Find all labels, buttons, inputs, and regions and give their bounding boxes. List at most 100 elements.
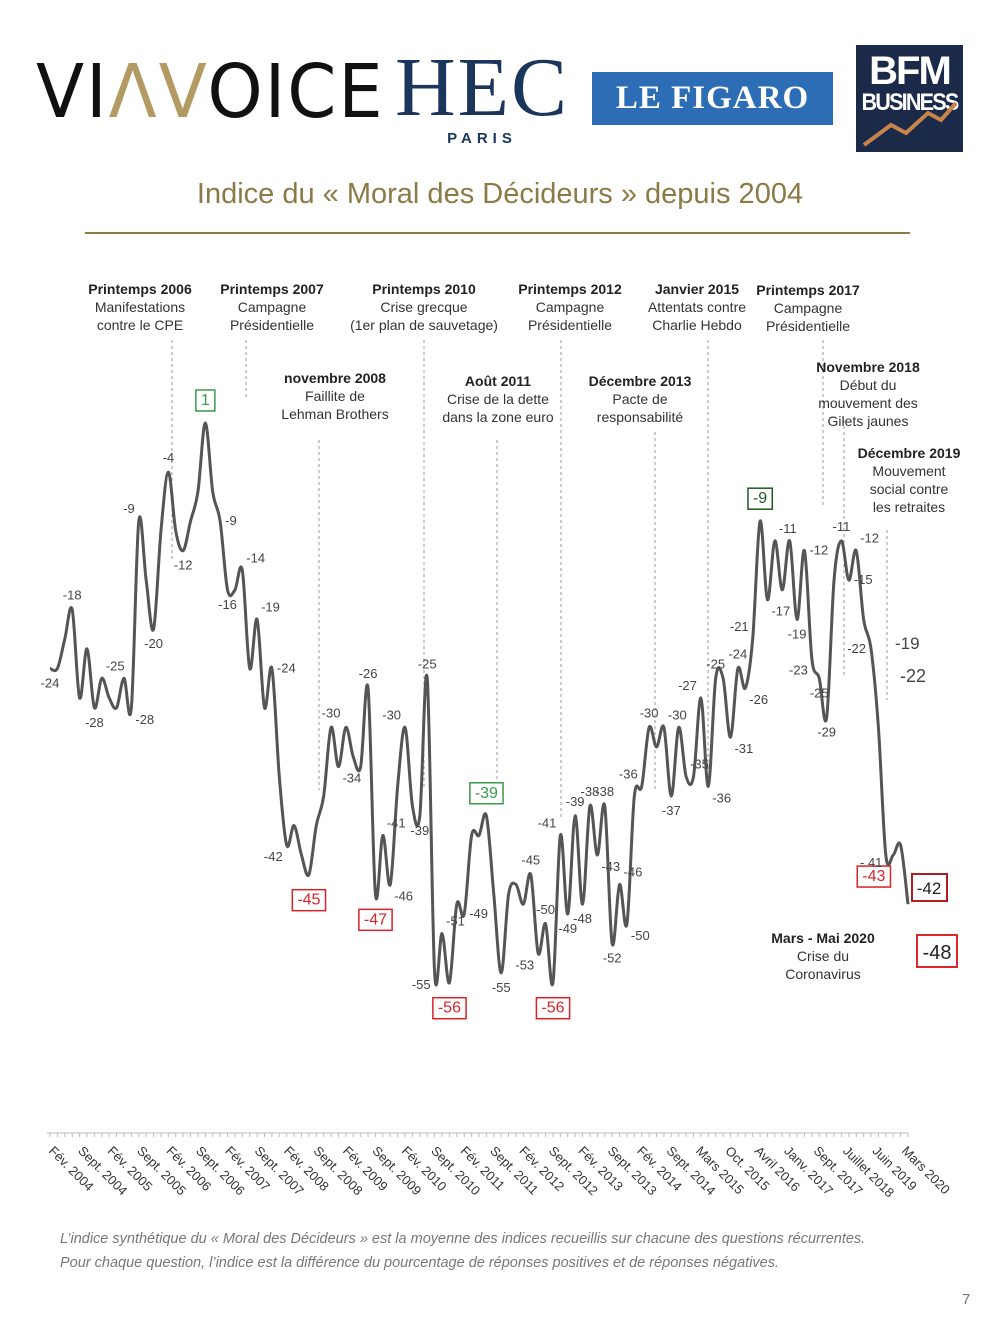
value-label: -34 [342, 771, 361, 786]
value-label: -24 [41, 675, 60, 690]
value-label: -23 [789, 663, 808, 678]
value-label: -35 [690, 757, 709, 772]
value-label: -24 [277, 660, 296, 675]
value-label: -25 [810, 685, 829, 700]
value-label: -26 [749, 692, 768, 707]
value-box [747, 487, 774, 510]
event-text: Campagne [535, 299, 605, 315]
value-label: -25 [106, 658, 125, 673]
value-label: -11 [833, 519, 851, 534]
value-label: -38 [581, 784, 600, 799]
footnote-line: Pour chaque question, l’indice est la di… [60, 1255, 780, 1271]
value-label: -26 [359, 666, 378, 681]
footnote-line: L’indice synthétique du « Moral des Déci… [60, 1231, 866, 1247]
event-title: Printemps 2012 [518, 281, 622, 297]
value-label: -27 [678, 678, 697, 693]
value-label: -24 [728, 646, 747, 661]
value-label: -36 [712, 790, 731, 805]
value-label: -46 [394, 889, 413, 904]
value-label: -11 [779, 521, 797, 536]
value-label-boxed: -56 [438, 1000, 461, 1017]
value-label-boxed: -45 [297, 892, 320, 909]
viavoice-logo-text-end: OICE [207, 49, 385, 135]
event-text: Crise du [796, 948, 850, 964]
event-text: Campagne [237, 299, 307, 315]
event-annotation: novembre 2008 Faillite de Lehman Brothers [281, 369, 388, 423]
value-label: -48 [573, 911, 592, 926]
value-label-boxed: -39 [475, 785, 498, 802]
value-label: -43 [601, 859, 620, 874]
event-title: Printemps 2007 [220, 281, 324, 297]
value-label: -28 [135, 712, 154, 727]
value-label: -50 [536, 902, 555, 917]
value-label: -29 [817, 725, 836, 740]
event-annotation: Novembre 2018 Début du mouvement des Gilets… [816, 358, 920, 430]
value-label: -22 [900, 666, 926, 686]
event-text: (1er plan de sauvetage) [350, 317, 498, 333]
footnote: L’indice synthétique du « Moral des Déci… [60, 1227, 865, 1275]
value-label: -30 [640, 705, 659, 720]
value-label: -22 [847, 641, 866, 656]
event-title: Printemps 2010 [372, 281, 476, 297]
value-label: -30 [668, 707, 687, 722]
event-annotation: Printemps 2012 Campagne Présidentielle [518, 280, 622, 334]
chart-title: Indice du « Moral des Décideurs » depuis… [196, 178, 804, 210]
event-text: Charlie Hebdo [652, 317, 742, 333]
event-annotation: Décembre 2019 Mouvement social contre les r… [858, 444, 961, 516]
event-annotation: Décembre 2013 Pacte de responsabilité [589, 372, 692, 426]
value-label: -41 [538, 815, 557, 830]
event-text: Coronavirus [785, 966, 861, 982]
value-label: -36 [619, 766, 638, 781]
event-annotation: Printemps 2010 Crise grecque (1er plan de … [350, 280, 498, 334]
event-title: Mars - Mai 2020 [771, 930, 875, 946]
page-number: 7 [962, 1291, 971, 1308]
index-line [49, 421, 910, 987]
value-label: - 41 [860, 855, 882, 870]
value-box [432, 996, 467, 1020]
event-text: Début du [839, 377, 897, 393]
le-figaro-logo: LE FIGARO [592, 72, 833, 125]
value-label: -17 [771, 604, 790, 619]
event-title: Décembre 2019 [857, 445, 961, 461]
value-label: -50 [631, 928, 650, 943]
event-text: social contre [869, 481, 949, 497]
value-label: -12 [860, 531, 879, 546]
event-text: Présidentielle [765, 318, 851, 334]
event-title: Printemps 2017 [756, 282, 860, 298]
value-label: -31 [734, 741, 753, 756]
event-text: dans la zone euro [442, 409, 554, 425]
value-box [911, 873, 948, 902]
value-label: -12 [174, 558, 193, 573]
bfm-logo-line1: BFM [869, 49, 952, 93]
title-divider [85, 232, 910, 234]
value-label: -42 [917, 879, 942, 898]
value-label-boxed: -9 [753, 490, 767, 507]
event-text: mouvement des [818, 395, 918, 411]
value-label: -20 [144, 636, 163, 651]
value-label: -37 [662, 803, 681, 818]
viavoice-logo-text: VI [36, 49, 109, 135]
event-title: novembre 2008 [284, 370, 386, 386]
value-label: -41 [387, 815, 406, 830]
event-title: Printemps 2006 [88, 281, 192, 297]
event-text: Crise de la dette [447, 391, 549, 407]
event-text: Présidentielle [229, 317, 315, 333]
event-text: Pacte de [612, 391, 668, 407]
event-text: Lehman Brothers [281, 406, 389, 422]
value-label: -28 [85, 715, 104, 730]
event-text: les retraites [872, 499, 946, 515]
value-box [856, 865, 892, 888]
hec-paris-logo: HEC PARIS [392, 46, 572, 148]
value-box [916, 934, 958, 968]
value-label: -9 [123, 501, 135, 516]
value-label-boxed: -47 [364, 911, 387, 928]
value-box [535, 996, 571, 1020]
value-label: -55 [412, 977, 431, 992]
value-label: -49 [558, 921, 577, 936]
event-text: contre le CPE [96, 317, 184, 333]
event-text: Attentats contre [647, 299, 747, 315]
event-text: Crise grecque [380, 299, 468, 315]
event-annotation: Printemps 2007 Campagne Présidentielle [220, 280, 324, 334]
value-label: -19 [261, 599, 280, 614]
